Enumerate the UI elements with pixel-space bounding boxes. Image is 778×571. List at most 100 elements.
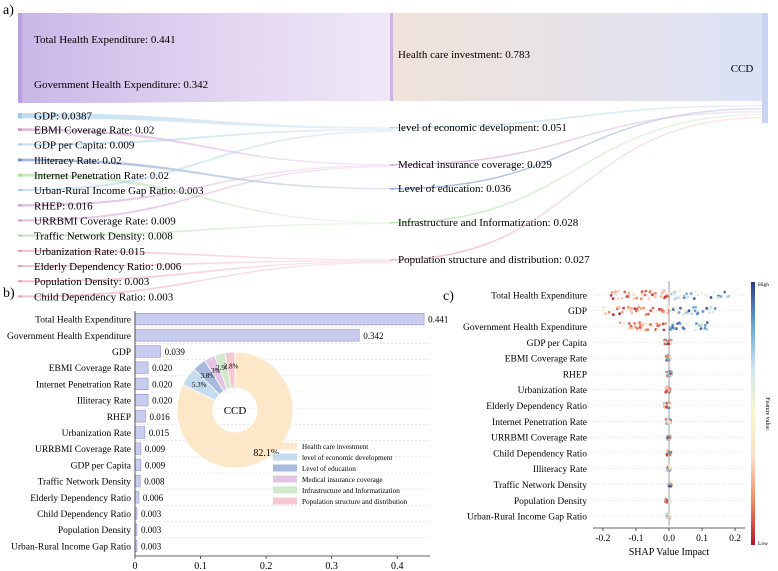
shap-point xyxy=(664,390,668,393)
shap-point xyxy=(668,322,672,326)
pie-slice-label: 5.3% xyxy=(192,381,207,389)
shap-point xyxy=(717,295,721,299)
bar-category-label: GDP xyxy=(112,348,131,358)
shap-point xyxy=(709,306,713,309)
legend-swatch xyxy=(273,464,297,472)
shap-point xyxy=(639,328,643,332)
shap-point xyxy=(696,293,700,297)
sankey-link xyxy=(22,13,392,65)
bar-value-label: 0.006 xyxy=(143,493,164,503)
pie-slice-label: 3% xyxy=(211,367,221,375)
sankey-group-node xyxy=(390,13,393,101)
legend-swatch xyxy=(273,486,297,494)
shap-point xyxy=(676,322,679,326)
shap-point xyxy=(653,295,657,299)
feature-label: Child Dependency Ratio xyxy=(493,449,587,459)
feature-label: EBMI Coverage Rate xyxy=(505,355,587,365)
legend-swatch xyxy=(273,475,297,483)
sankey-source-node xyxy=(18,189,22,191)
shap-point xyxy=(700,324,704,328)
bar xyxy=(134,474,141,488)
x-tick-label: 0.2 xyxy=(729,534,741,544)
shap-point xyxy=(694,290,698,294)
shap-point xyxy=(667,449,671,453)
sankey-group-label: Health care investment: 0.783 xyxy=(398,49,530,61)
bar xyxy=(134,426,146,439)
bar xyxy=(134,393,149,407)
shap-point xyxy=(667,451,671,455)
pie-center-label: CCD xyxy=(224,405,247,417)
shap-point xyxy=(682,327,686,331)
bar xyxy=(134,442,142,455)
shap-point xyxy=(645,322,649,326)
legend-label: Level of education xyxy=(302,465,356,473)
shap-point xyxy=(668,325,672,329)
shap-point xyxy=(671,323,675,327)
shap-point xyxy=(672,321,676,325)
feature-label: Elderly Dependency Ratio xyxy=(486,402,587,412)
shap-point xyxy=(614,292,618,296)
panel-label-a: a) xyxy=(3,3,14,18)
sankey-source-node xyxy=(18,65,22,103)
shap-panel: c) Total Health Expenditure GDP Government… xyxy=(443,281,770,558)
feature-label: Traffic Network Density xyxy=(494,480,588,491)
shap-point xyxy=(618,321,622,325)
shap-point xyxy=(662,310,666,313)
shap-point xyxy=(667,342,670,346)
sankey-source-node xyxy=(18,204,22,207)
bar xyxy=(134,312,425,326)
sankey-link xyxy=(22,128,392,146)
shap-point xyxy=(659,295,663,298)
sankey-source-label: GDP: 0.0387 xyxy=(34,111,93,123)
shap-point xyxy=(667,497,671,501)
shap-point xyxy=(653,291,657,295)
shap-point xyxy=(638,321,642,324)
bar-category-label: GDP per Capita xyxy=(71,461,132,471)
shap-point xyxy=(677,311,681,314)
bar xyxy=(134,491,140,504)
shap-point xyxy=(644,313,648,316)
sankey-group-label: Infrastructure and Informatization: 0.02… xyxy=(398,217,579,229)
sankey-source-label: EBMI Coverage Rate: 0.02 xyxy=(34,125,154,137)
colorbar-title: Feature value xyxy=(764,397,770,430)
shap-point xyxy=(667,516,671,520)
sankey-source-label: Government Health Expenditure: 0.342 xyxy=(34,79,208,91)
bar-category-label: EBMI Coverage Rate xyxy=(49,364,131,374)
sankey-source-node xyxy=(18,173,22,177)
shap-point xyxy=(644,328,648,332)
shap-point xyxy=(682,294,686,298)
shap-point xyxy=(616,289,620,293)
shap-point xyxy=(637,305,641,309)
feature-label: GDP per Capita xyxy=(527,339,588,349)
bar-category-label: Child Dependency Ratio xyxy=(37,510,131,520)
shap-point xyxy=(651,306,655,310)
shap-point xyxy=(682,312,686,316)
bar-category-label: Urban-Rural Income Gap Ratio xyxy=(11,542,131,552)
feature-label: Population Density xyxy=(514,497,587,507)
sankey-link xyxy=(22,165,392,207)
sankey-source-label: Urbanization Rate: 0.015 xyxy=(34,246,145,258)
sankey-source-label: RHEP: 0.016 xyxy=(34,200,93,212)
feature-label: Urban-Rural Income Gap Ratio xyxy=(467,513,587,523)
shap-point xyxy=(625,295,629,298)
shap-point xyxy=(667,465,671,469)
bar xyxy=(134,458,142,472)
x-tick-label: 0.3 xyxy=(325,561,338,571)
shap-point xyxy=(611,313,615,317)
bar-value-label: 0.020 xyxy=(152,396,173,406)
sankey-source-node xyxy=(18,265,22,267)
sankey-link xyxy=(22,261,392,283)
bar-category-label: Government Health Expenditure xyxy=(7,332,131,342)
shap-point xyxy=(670,370,673,374)
shap-point xyxy=(705,306,709,310)
shap-point xyxy=(627,322,631,325)
sankey-source-label: Population Density: 0.003 xyxy=(34,276,150,288)
shap-point xyxy=(701,310,705,313)
sankey-link xyxy=(22,223,392,237)
shap-point xyxy=(631,326,635,330)
shap-point xyxy=(665,405,669,409)
shap-point xyxy=(614,290,617,294)
sankey-source-node xyxy=(18,113,22,119)
sankey-source-label: GDP per Capita: 0.009 xyxy=(34,139,135,151)
sankey-group-node xyxy=(390,188,393,190)
